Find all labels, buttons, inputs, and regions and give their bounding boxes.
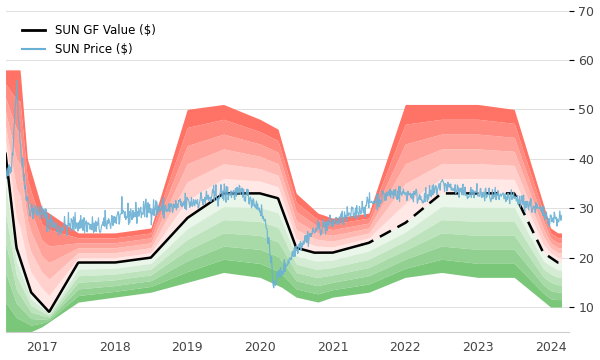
Legend: SUN GF Value ($), SUN Price ($): SUN GF Value ($), SUN Price ($) xyxy=(17,20,160,61)
